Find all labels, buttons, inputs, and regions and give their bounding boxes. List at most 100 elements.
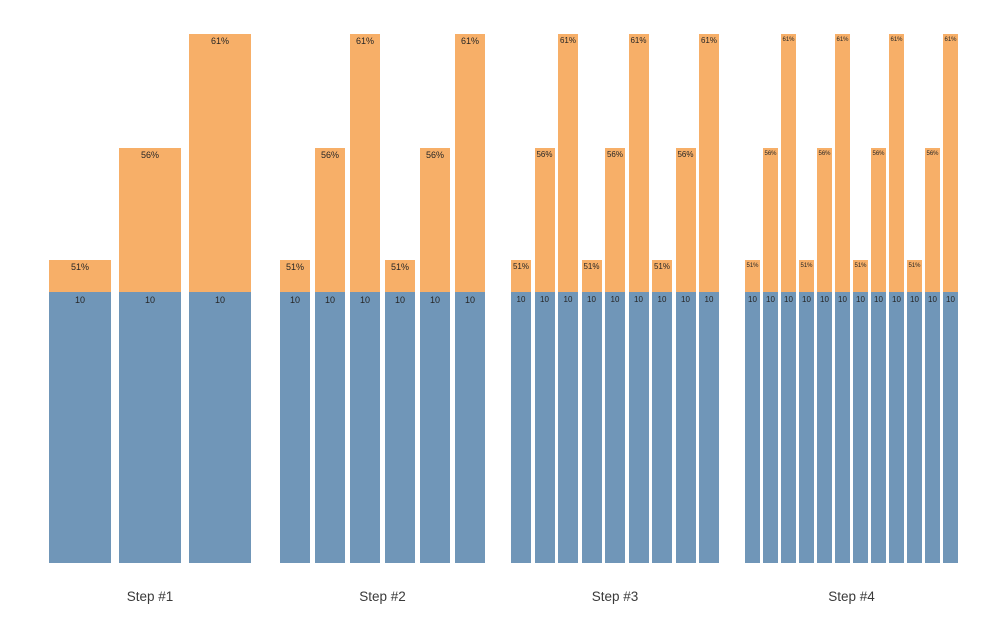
- bar-segment-top: 51%: [745, 260, 760, 292]
- bar-segment-top: 56%: [605, 148, 625, 292]
- bar-top-label: 61%: [836, 37, 849, 43]
- bar-segment-base: 10: [889, 292, 904, 563]
- bar-segment-top: 56%: [925, 148, 940, 292]
- bar-top-label: 56%: [425, 150, 444, 160]
- bar-top-label: 56%: [140, 150, 159, 160]
- bar-segment-top: 56%: [119, 148, 181, 292]
- bar-base-label: 10: [324, 295, 335, 305]
- stacked-bar: 51% 10: [652, 260, 672, 563]
- bar-group: 51% 10 56% 10 61% 10 51% 10 56% 10 61% 10 51% 10 56% 10…: [511, 0, 719, 563]
- bar-base-label: 10: [563, 295, 573, 304]
- bar-group: 51% 10 56% 10 61% 10: [49, 0, 251, 563]
- bar-base-label: 10: [748, 295, 757, 304]
- bar-base-label: 10: [634, 295, 643, 304]
- bar-segment-top: 56%: [420, 148, 450, 292]
- bar-base-label: 10: [359, 295, 370, 305]
- bar-segment-base: 10: [943, 292, 958, 563]
- bar-base-label: 10: [429, 295, 440, 305]
- bar-segment-base: 10: [628, 292, 649, 563]
- bar-top-label: 61%: [460, 36, 479, 46]
- bar-segment-top: 56%: [817, 148, 832, 292]
- bar-base-label: 10: [784, 295, 793, 304]
- stacked-bar: 56% 10: [871, 148, 886, 563]
- bar-group: 51% 10 56% 10 61% 10 51% 10 56% 10 61% 10 51% 10 56% 10…: [745, 0, 958, 563]
- bar-segment-top: 61%: [558, 34, 578, 292]
- bar-segment-top: 61%: [455, 34, 485, 292]
- stacked-bar: 56% 10: [925, 148, 940, 563]
- bar-top-label: 51%: [800, 263, 813, 269]
- stacked-bar: 61% 10: [189, 34, 251, 563]
- bar-base-label: 10: [610, 295, 620, 304]
- bar-segment-top: 51%: [581, 260, 602, 292]
- stacked-bar: 56% 10: [605, 148, 625, 563]
- bar-top-label: 51%: [583, 262, 600, 271]
- bar-top-label: 56%: [677, 150, 694, 159]
- bar-segment-top: 61%: [781, 34, 796, 292]
- stacked-bar: 56% 10: [119, 148, 181, 563]
- bar-top-label: 51%: [746, 263, 759, 269]
- bar-segment-base: 10: [534, 292, 555, 563]
- bar-segment-top: 56%: [675, 148, 696, 292]
- stacked-bar: 51% 10: [853, 260, 868, 563]
- bar-segment-base: 10: [925, 292, 940, 563]
- bar-segment-base: 10: [189, 292, 251, 563]
- stacked-bar: 56% 10: [420, 148, 450, 563]
- bar-base-label: 10: [928, 295, 937, 304]
- bar-top-label: 56%: [536, 150, 553, 159]
- bar-base-label: 10: [856, 295, 865, 304]
- bar-segment-base: 10: [781, 292, 796, 563]
- bar-segment-base: 10: [119, 292, 181, 563]
- bar-top-label: 56%: [320, 150, 339, 160]
- bar-top-label: 61%: [355, 36, 374, 46]
- bar-segment-base: 10: [907, 292, 922, 563]
- bar-segment-base: 10: [853, 292, 868, 563]
- bar-segment-base: 10: [511, 292, 531, 563]
- bar-segment-top: 51%: [49, 260, 111, 292]
- bar-top-label: 56%: [926, 151, 939, 157]
- bar-top-label: 51%: [512, 262, 529, 271]
- bar-base-label: 10: [394, 295, 405, 305]
- bar-segment-base: 10: [745, 292, 760, 563]
- bar-base-label: 10: [681, 295, 690, 304]
- bar-segment-base: 10: [350, 292, 380, 563]
- bar-segment-base: 10: [455, 292, 485, 563]
- bar-segment-base: 10: [558, 292, 578, 563]
- bar-group: 51% 10 56% 10 61% 10 51% 10 56% 10 61% 10: [280, 0, 485, 563]
- stacked-bar: 61% 10: [350, 34, 380, 563]
- group-label: Step #4: [828, 589, 875, 604]
- bar-top-label: 51%: [390, 262, 409, 272]
- bar-top-label: 51%: [653, 262, 670, 271]
- bar-segment-base: 10: [799, 292, 814, 563]
- bar-segment-top: 61%: [835, 34, 850, 292]
- stacked-bar: 61% 10: [628, 34, 649, 563]
- stacked-bar: 61% 10: [889, 34, 904, 563]
- bar-segment-top: 51%: [853, 260, 868, 292]
- stacked-bar: 51% 10: [511, 260, 531, 563]
- bar-top-label: 51%: [854, 263, 867, 269]
- bar-base-label: 10: [910, 295, 919, 304]
- bar-segment-top: 51%: [280, 260, 310, 292]
- bar-base-label: 10: [704, 295, 714, 304]
- bar-segment-base: 10: [385, 292, 415, 563]
- bar-segment-top: 51%: [799, 260, 814, 292]
- bar-segment-base: 10: [817, 292, 832, 563]
- stacked-bar: 51% 10: [280, 260, 310, 563]
- bar-base-label: 10: [464, 295, 475, 305]
- bar-segment-top: 61%: [943, 34, 958, 292]
- stacked-bar: 56% 10: [534, 148, 555, 563]
- bar-segment-top: 61%: [889, 34, 904, 292]
- bar-segment-top: 56%: [534, 148, 555, 292]
- bar-base-label: 10: [838, 295, 847, 304]
- bar-segment-base: 10: [652, 292, 672, 563]
- bar-base-label: 10: [874, 295, 883, 304]
- bar-top-label: 56%: [818, 151, 831, 157]
- bar-segment-base: 10: [605, 292, 625, 563]
- stacked-bar: 51% 10: [385, 260, 415, 563]
- bar-top-label: 61%: [890, 37, 903, 43]
- stacked-bar: 56% 10: [763, 148, 778, 563]
- group-label: Step #2: [359, 589, 406, 604]
- bar-base-label: 10: [540, 295, 549, 304]
- stacked-bar: 61% 10: [943, 34, 958, 563]
- stacked-bar: 61% 10: [781, 34, 796, 563]
- bar-top-label: 61%: [630, 36, 647, 45]
